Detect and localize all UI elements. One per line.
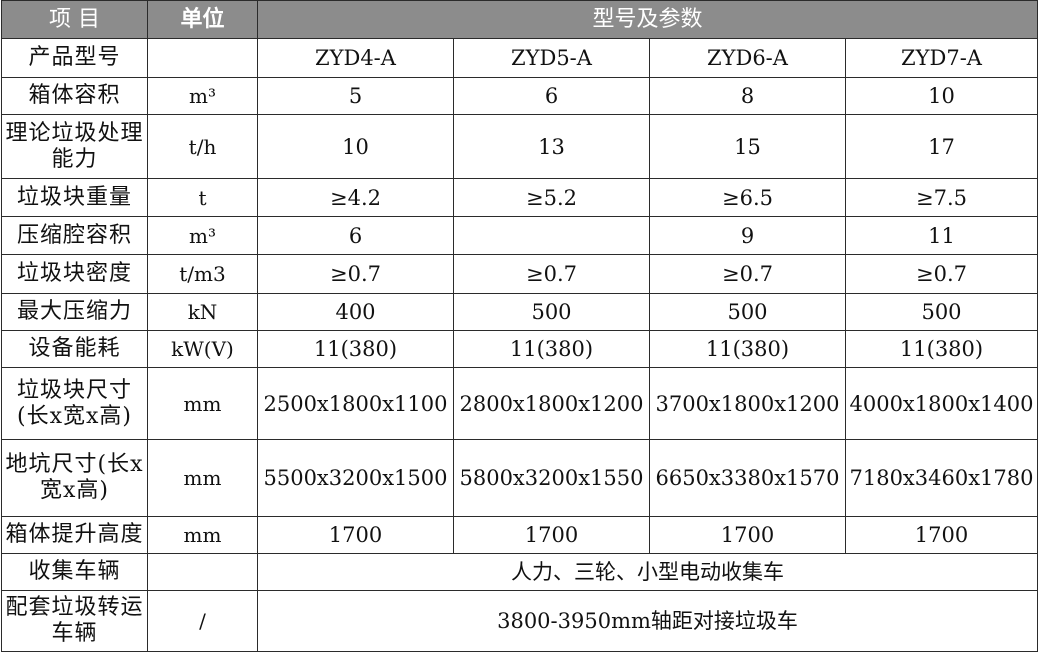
row-label: 设备能耗 xyxy=(1,330,148,368)
table-row: 配套垃圾转运车辆 / 3800-3950mm轴距对接垃圾车 xyxy=(1,590,1038,652)
cell-value: 6 xyxy=(453,77,650,115)
row-unit: mm xyxy=(147,516,258,554)
cell-value: ZYD5-A xyxy=(453,38,650,78)
cell-value: 11(380) xyxy=(453,330,650,368)
row-unit: m³ xyxy=(147,77,258,115)
row-label: 垃圾块尺寸(长x宽x高) xyxy=(1,367,148,440)
cell-value: 13 xyxy=(453,114,650,179)
row-unit: mm xyxy=(147,439,258,517)
cell-value: 5500x3200x1500 xyxy=(257,439,454,517)
row-unit xyxy=(147,38,258,78)
cell-value: ≥0.7 xyxy=(649,254,846,294)
row-label: 最大压缩力 xyxy=(1,293,148,331)
cell-value: ≥0.7 xyxy=(453,254,650,294)
cell-value: ≥5.2 xyxy=(453,178,650,217)
row-unit: kW(V) xyxy=(147,330,258,368)
cell-value: 3700x1800x1200 xyxy=(649,367,846,440)
table-row: 压缩腔容积 m³ 6 9 11 xyxy=(1,216,1038,255)
table-row: 垃圾块重量 t ≥4.2 ≥5.2 ≥6.5 ≥7.5 xyxy=(1,178,1038,217)
cell-value: 5 xyxy=(257,77,454,115)
row-unit: mm xyxy=(147,367,258,440)
cell-value: 1700 xyxy=(257,516,454,554)
row-label: 箱体容积 xyxy=(1,77,148,115)
cell-value: 7180x3460x1780 xyxy=(844,439,1038,517)
table-row: 箱体提升高度 mm 1700 1700 1700 1700 xyxy=(1,516,1038,554)
cell-value: ≥4.2 xyxy=(257,178,454,217)
cell-value: 5800x3200x1550 xyxy=(453,439,650,517)
table-row: 最大压缩力 kN 400 500 500 500 xyxy=(1,293,1038,331)
cell-value: 10 xyxy=(257,114,454,179)
row-label: 理论垃圾处理能力 xyxy=(1,114,148,179)
cell-value: 8 xyxy=(649,77,846,115)
table-row: 箱体容积 m³ 5 6 8 10 xyxy=(1,77,1038,115)
row-unit: t/h xyxy=(147,114,258,179)
merged-value: 3800-3950mm轴距对接垃圾车 xyxy=(256,590,1038,652)
cell-value: 6 xyxy=(257,216,454,255)
table-row: 设备能耗 kW(V) 11(380) 11(380) 11(380) 11(38… xyxy=(1,330,1038,368)
cell-value: 11(380) xyxy=(844,330,1038,368)
table-row: 垃圾块尺寸(长x宽x高) mm 2500x1800x1100 2800x1800… xyxy=(1,367,1038,440)
cell-value: ≥6.5 xyxy=(649,178,846,217)
row-unit: kN xyxy=(147,293,258,331)
row-unit: m³ xyxy=(147,216,258,255)
cell-value: 2500x1800x1100 xyxy=(257,367,454,440)
row-label: 配套垃圾转运车辆 xyxy=(1,590,148,652)
cell-value: 6650x3380x1570 xyxy=(649,439,846,517)
cell-value: 4000x1800x1400 xyxy=(844,367,1038,440)
cell-value: 17 xyxy=(844,114,1038,179)
row-unit xyxy=(147,553,258,591)
row-label: 地坑尺寸(长x宽x高) xyxy=(1,439,148,517)
table-row: 垃圾块密度 t/m3 ≥0.7 ≥0.7 ≥0.7 ≥0.7 xyxy=(1,254,1038,294)
cell-value: ZYD4-A xyxy=(257,38,454,78)
cell-value: ZYD7-A xyxy=(844,38,1038,78)
row-unit: / xyxy=(147,590,258,652)
merged-value: 人力、三轮、小型电动收集车 xyxy=(256,553,1038,591)
cell-value: ZYD6-A xyxy=(649,38,846,78)
cell-value: 500 xyxy=(649,293,846,331)
row-label: 产品型号 xyxy=(1,38,148,78)
table-row: 理论垃圾处理能力 t/h 10 13 15 17 xyxy=(1,114,1038,179)
cell-value: 10 xyxy=(844,77,1038,115)
row-label: 箱体提升高度 xyxy=(1,516,148,554)
cell-value: ≥0.7 xyxy=(844,254,1038,294)
row-unit: t/m3 xyxy=(147,254,258,294)
cell-value: 1700 xyxy=(649,516,846,554)
cell-value: 11 xyxy=(844,216,1038,255)
row-label: 垃圾块重量 xyxy=(1,178,148,217)
cell-value: 15 xyxy=(649,114,846,179)
row-label: 压缩腔容积 xyxy=(1,216,148,255)
row-label: 垃圾块密度 xyxy=(1,254,148,294)
header-unit: 单位 xyxy=(147,0,258,39)
table-row: 地坑尺寸(长x宽x高) mm 5500x3200x1500 5800x3200x… xyxy=(1,439,1038,517)
cell-value xyxy=(453,216,650,255)
cell-value: 11(380) xyxy=(649,330,846,368)
row-unit: t xyxy=(147,178,258,217)
cell-value: 2800x1800x1200 xyxy=(453,367,650,440)
cell-value: 1700 xyxy=(844,516,1038,554)
header-row: 项 目 单位 型号及参数 xyxy=(1,0,1038,39)
cell-value: ≥7.5 xyxy=(844,178,1038,217)
header-params: 型号及参数 xyxy=(256,0,1038,39)
cell-value: 500 xyxy=(844,293,1038,331)
cell-value: 500 xyxy=(453,293,650,331)
cell-value: 11(380) xyxy=(257,330,454,368)
cell-value: 400 xyxy=(257,293,454,331)
header-item: 项 目 xyxy=(1,0,148,39)
row-label: 收集车辆 xyxy=(1,553,148,591)
cell-value: 9 xyxy=(649,216,846,255)
table-row: 收集车辆 人力、三轮、小型电动收集车 xyxy=(1,553,1038,591)
cell-value: 1700 xyxy=(453,516,650,554)
cell-value: ≥0.7 xyxy=(257,254,454,294)
table-row: 产品型号 ZYD4-A ZYD5-A ZYD6-A ZYD7-A xyxy=(1,38,1038,78)
